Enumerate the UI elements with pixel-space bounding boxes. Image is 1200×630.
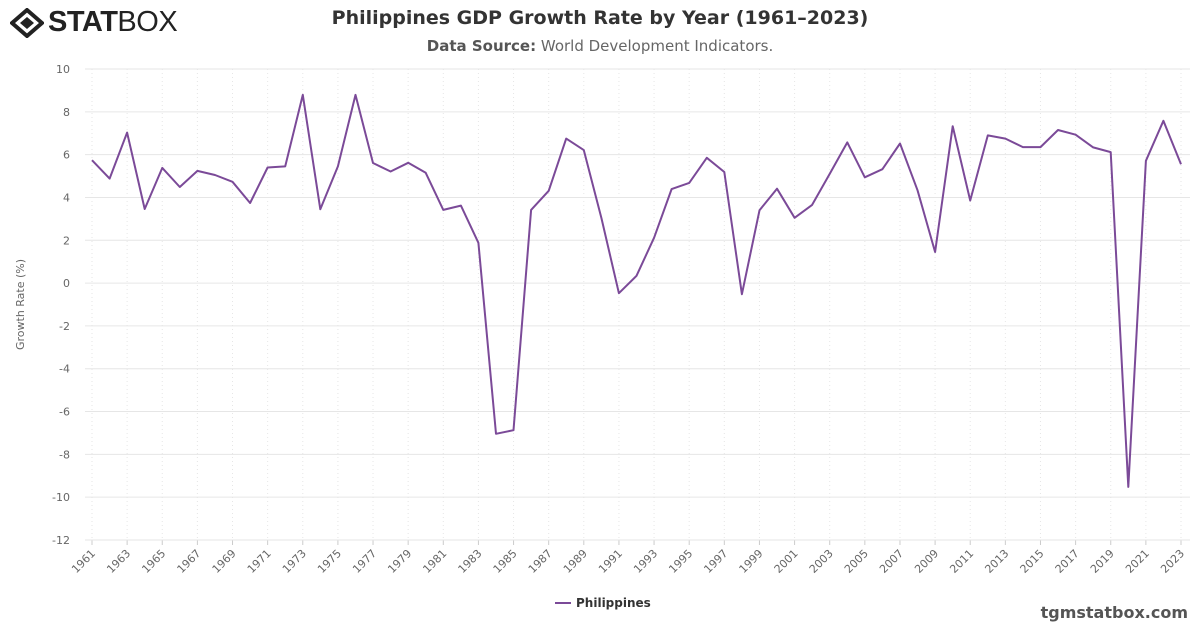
legend-item[interactable]: Philippines — [576, 596, 651, 610]
x-tick-label: 1975 — [315, 547, 344, 576]
y-tick-label: -2 — [59, 320, 70, 333]
y-tick-label: 0 — [63, 277, 70, 290]
x-tick-label: 1987 — [526, 547, 555, 576]
x-tick-label: 2007 — [877, 547, 906, 576]
x-tick-label: 2021 — [1123, 547, 1152, 576]
x-tick-label: 2011 — [947, 547, 976, 576]
y-tick-label: 4 — [63, 191, 70, 204]
x-tick-label: 1977 — [350, 547, 379, 576]
subtitle-value: World Development Indicators. — [540, 37, 774, 55]
y-tick-label: -8 — [59, 448, 70, 461]
x-tick-label: 1967 — [175, 547, 204, 576]
y-tick-label: 8 — [63, 106, 70, 119]
y-tick-label: -6 — [59, 406, 70, 419]
x-tick-label: 2001 — [772, 547, 801, 576]
x-tick-label: 1979 — [385, 547, 414, 576]
diamond-logo-icon — [10, 7, 44, 38]
x-tick-label: 1989 — [561, 547, 590, 576]
x-tick-label: 2003 — [807, 547, 836, 576]
y-tick-label: -10 — [52, 491, 70, 504]
y-tick-label: -4 — [59, 363, 70, 376]
statbox-logo: STATBOX — [10, 6, 178, 39]
chart-title: Philippines GDP Growth Rate by Year (196… — [331, 7, 869, 29]
x-tick-label: 1991 — [596, 547, 625, 576]
x-tick-label: 1973 — [280, 547, 309, 576]
x-tick-label: 1995 — [666, 547, 695, 576]
series-line-philippines — [91, 93, 1182, 488]
chart-subtitle: Data Source: World Development Indicator… — [0, 37, 1200, 55]
x-tick-label: 1971 — [245, 547, 274, 576]
x-tick-label: 1981 — [420, 547, 449, 576]
y-tick-label: 6 — [63, 149, 70, 162]
subtitle-label: Data Source: — [426, 37, 537, 55]
x-tick-label: 2017 — [1053, 547, 1082, 576]
x-tick-label: 1993 — [631, 547, 660, 576]
x-tick-label: 1985 — [491, 547, 520, 576]
x-tick-label: 2019 — [1088, 547, 1117, 576]
x-tick-label: 2009 — [912, 547, 941, 576]
x-tick-label: 2015 — [1018, 547, 1047, 576]
y-tick-label: -12 — [52, 534, 70, 547]
x-tick-label: 1999 — [737, 547, 766, 576]
y-tick-label: 2 — [63, 234, 70, 247]
x-tick-label: 1997 — [701, 547, 730, 576]
x-tick-label: 1965 — [139, 547, 168, 576]
y-axis-label: Growth Rate (%) — [14, 259, 27, 350]
logo-text-light: BOX — [117, 6, 178, 38]
footer-site[interactable]: tgmstatbox.com — [1040, 603, 1188, 622]
y-tick-label: 10 — [56, 63, 70, 76]
x-tick-label: 2005 — [842, 547, 871, 576]
x-tick-label: 1961 — [69, 547, 98, 576]
x-tick-label: 1983 — [456, 547, 485, 576]
x-tick-label: 1963 — [104, 547, 133, 576]
x-tick-label: 2013 — [982, 547, 1011, 576]
logo-text-bold: STAT — [48, 6, 118, 38]
x-tick-label: 2023 — [1158, 547, 1187, 576]
x-tick-label: 1969 — [210, 547, 239, 576]
